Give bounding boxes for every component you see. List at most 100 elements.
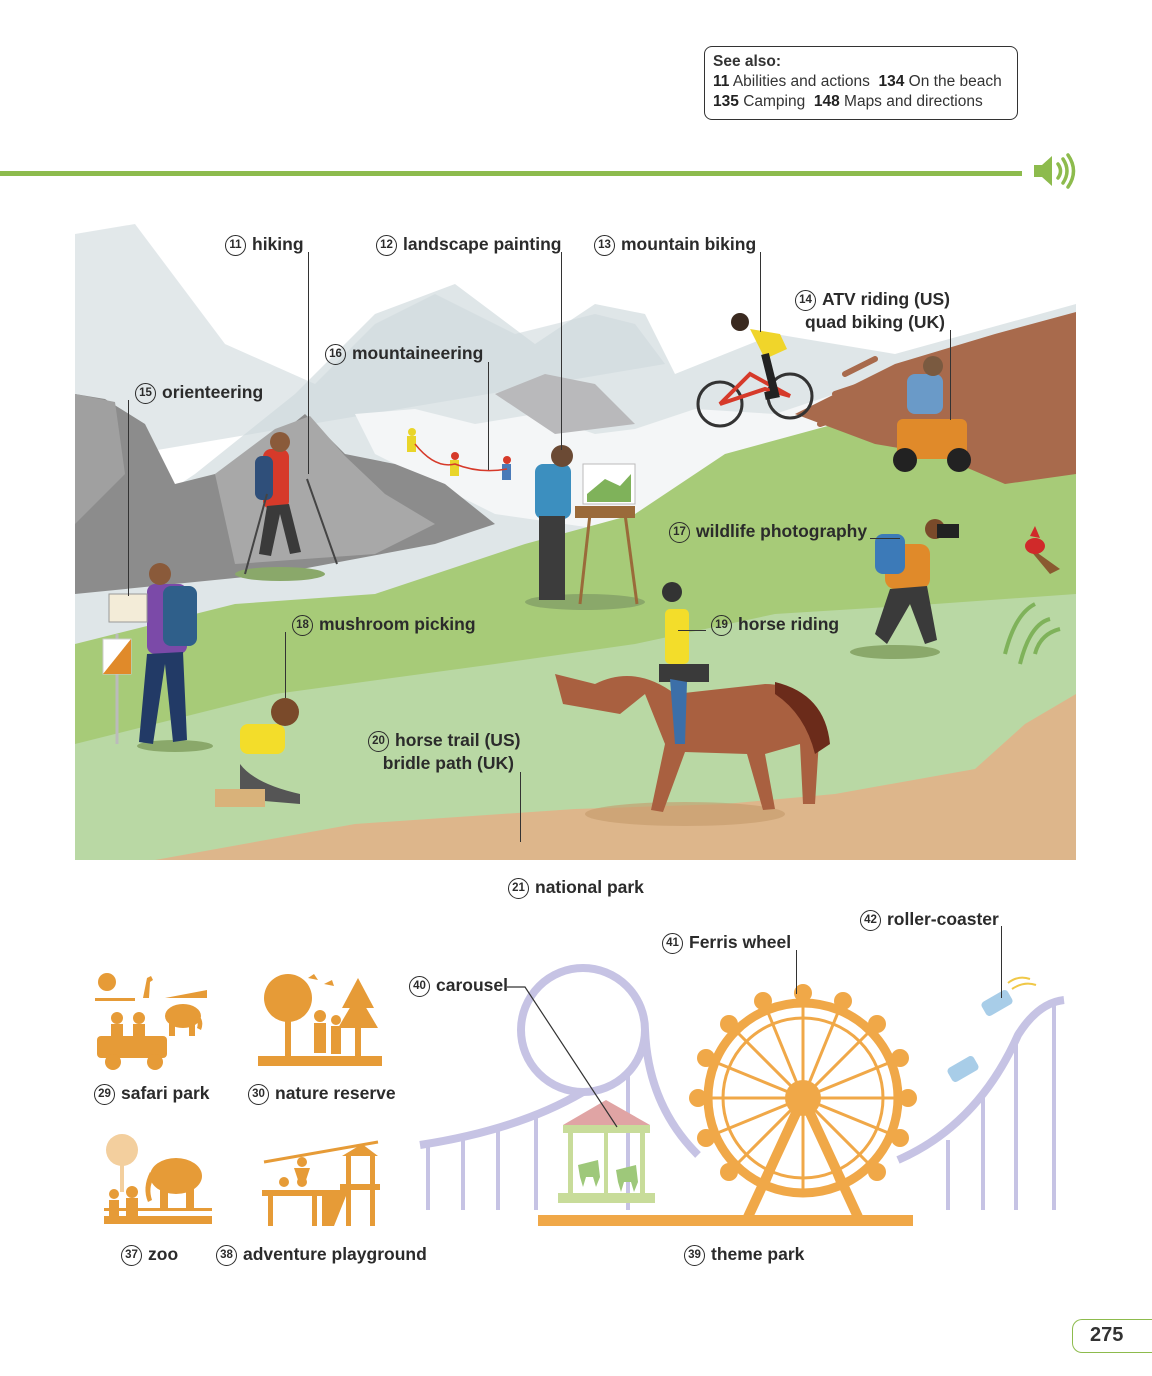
label-number: 15 (135, 383, 156, 404)
see-also-ref-text[interactable]: On the beach (908, 73, 1002, 90)
see-also-line-1: 11 Abilities and actions 134 On the beac… (713, 72, 1009, 92)
label-number: 13 (594, 235, 615, 256)
label-atv-riding: 14 ATV riding (US) quad biking (UK) (795, 288, 950, 333)
mountain-biker-figure (696, 313, 878, 428)
label-number: 41 (662, 933, 683, 954)
label-theme-park: 39 theme park (684, 1243, 804, 1266)
orienteering-figure (102, 563, 213, 752)
see-also-ref-text[interactable]: Abilities and actions (732, 73, 870, 90)
label-number: 18 (292, 615, 313, 636)
horse-trail-leader-line (520, 772, 522, 842)
label-roller-coaster: 42 roller-coaster (860, 908, 999, 931)
adventure-playground-icon (262, 1140, 380, 1226)
see-also-title: See also: (713, 53, 782, 70)
atv-rider-figure (893, 356, 971, 472)
label-number: 29 (94, 1084, 115, 1105)
see-also-ref-text[interactable]: Maps and directions (844, 93, 983, 110)
label-text-alt: bridle path (UK) (382, 753, 514, 773)
roller-coaster-leader-line (1001, 926, 1003, 998)
label-number: 37 (121, 1245, 142, 1266)
ferris-wheel-leader-line (796, 950, 798, 994)
label-number: 19 (711, 615, 732, 636)
safari-park-icon (95, 973, 207, 1070)
label-text: landscape painting (403, 234, 562, 254)
theme-park-illustration (419, 964, 1065, 1226)
see-also-ref-num[interactable]: 11 (713, 73, 730, 90)
label-number: 21 (508, 878, 529, 899)
hiker-figure (235, 432, 338, 581)
label-horse-riding: 19 horse riding (711, 613, 839, 636)
label-text: mountain biking (621, 234, 757, 254)
label-text: Ferris wheel (689, 932, 792, 952)
landscape-painter-figure (525, 445, 645, 610)
label-text: mountaineering (352, 343, 484, 363)
label-number: 30 (248, 1084, 269, 1105)
section-divider (0, 171, 1022, 176)
see-also-line-2: 135 Camping 148 Maps and directions (713, 92, 1009, 112)
label-number: 39 (684, 1245, 705, 1266)
orienteering-leader-line (128, 400, 130, 596)
label-number: 16 (325, 344, 346, 365)
label-text: zoo (148, 1244, 179, 1264)
label-number: 40 (409, 976, 430, 997)
horse-riding-leader-line (678, 630, 706, 632)
see-also-ref-num[interactable]: 134 (878, 73, 905, 90)
label-text: carousel (436, 975, 508, 995)
label-mountain-biking: 13 mountain biking (594, 233, 756, 256)
label-mushroom-picking: 18 mushroom picking (292, 613, 476, 636)
label-text: adventure playground (243, 1244, 427, 1264)
see-also-box: See also: 11 Abilities and actions 134 O… (704, 46, 1018, 120)
label-text: safari park (121, 1083, 210, 1103)
label-landscape-painting: 12 landscape painting (376, 233, 562, 256)
label-ferris-wheel: 41 Ferris wheel (662, 931, 791, 954)
zoo-icon (104, 1134, 212, 1224)
label-text: horse trail (US) (395, 730, 521, 750)
label-text: ATV riding (US) (822, 289, 950, 309)
audio-speaker-icon[interactable] (1032, 152, 1078, 190)
see-also-ref-num[interactable]: 148 (813, 93, 840, 110)
label-number: 42 (860, 910, 881, 931)
mountaineering-leader-line (488, 362, 490, 470)
label-text: horse riding (738, 614, 840, 634)
label-number: 14 (795, 290, 816, 311)
page-number: 275 (1072, 1319, 1152, 1353)
label-carousel: 40 carousel (409, 974, 508, 997)
label-text: mushroom picking (319, 614, 476, 634)
label-mountaineering: 16 mountaineering (325, 342, 483, 365)
label-zoo: 37 zoo (121, 1243, 178, 1266)
label-text: national park (535, 877, 644, 897)
mushroom-picker-figure (215, 698, 300, 807)
carousel-leader-line (507, 986, 618, 1128)
national-park-illustration (75, 224, 1076, 860)
hiking-leader-line (308, 252, 310, 474)
label-text: wildlife photography (696, 521, 868, 541)
label-nature-reserve: 30 nature reserve (248, 1082, 396, 1105)
label-text: hiking (252, 234, 304, 254)
label-number: 11 (225, 235, 246, 256)
mushroom-picking-leader-line (285, 632, 287, 698)
label-text: orienteering (162, 382, 264, 402)
label-number: 20 (368, 731, 389, 752)
cardinal-bird-figure (1025, 526, 1060, 574)
label-text: theme park (711, 1244, 805, 1264)
label-text-alt: quad biking (UK) (805, 312, 945, 332)
label-text: roller-coaster (887, 909, 999, 929)
label-orienteering: 15 orienteering (135, 381, 263, 404)
see-also-ref-text[interactable]: Camping (743, 93, 806, 110)
label-adventure-playground: 38 adventure playground (216, 1243, 427, 1266)
horse-rider-figure (555, 582, 830, 826)
label-hiking: 11 hiking (225, 233, 304, 256)
see-also-ref-num[interactable]: 135 (713, 93, 739, 110)
label-text: nature reserve (275, 1083, 396, 1103)
label-horse-trail: 20 horse trail (US) bridle path (UK) (368, 729, 520, 774)
label-wildlife-photography: 17 wildlife photography (669, 520, 867, 543)
wildlife-photographer-figure (850, 519, 959, 659)
nature-reserve-icon (258, 974, 382, 1066)
wildlife-photography-leader-line (870, 538, 900, 540)
landscape-painting-leader-line (561, 252, 563, 450)
mountaineers-figures (407, 428, 511, 480)
atv-riding-leader-line (950, 330, 952, 420)
label-national-park: 21 national park (508, 876, 644, 899)
mountain-biking-leader-line (760, 252, 762, 332)
label-number: 12 (376, 235, 397, 256)
